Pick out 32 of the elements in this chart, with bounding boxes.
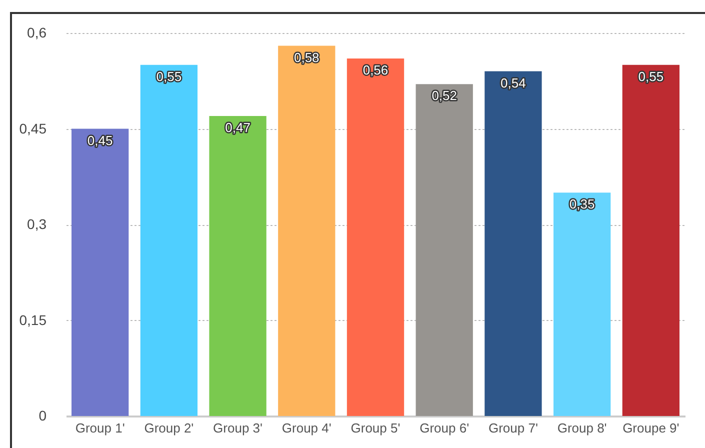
data-label: 0,45 (87, 132, 113, 148)
x-tick-label: Group 6' (420, 420, 470, 436)
bar (346, 58, 404, 416)
x-tick-label: Group 5' (350, 420, 400, 436)
bar (72, 128, 129, 416)
data-label: 0,58 (294, 50, 320, 65)
bar (278, 46, 336, 416)
data-label: 0,35 (569, 196, 595, 212)
bar (622, 64, 680, 416)
y-tick-label: 0,15 (19, 312, 47, 328)
bar (416, 84, 473, 416)
data-label: 0,47 (225, 120, 250, 135)
x-tick-label: Group 1' (75, 420, 125, 436)
data-label: 0,56 (362, 62, 388, 78)
x-tick-label: Groupe 9' (622, 420, 680, 436)
x-tick-label: Group 2' (144, 420, 194, 436)
x-tick-label: Group 7' (488, 420, 538, 436)
bar (140, 64, 198, 416)
bar (209, 116, 266, 416)
y-tick-label: 0 (38, 408, 47, 424)
x-tick-label: Group 8' (557, 420, 607, 436)
data-label: 0,54 (500, 75, 526, 90)
bar (484, 71, 542, 416)
bar (553, 192, 611, 416)
x-tick-label: Group 3' (213, 420, 263, 436)
data-label: 0,55 (638, 68, 664, 84)
y-tick-label: 0,6 (27, 24, 47, 40)
data-label: 0,55 (156, 68, 182, 84)
y-tick-label: 0,3 (27, 216, 47, 232)
x-tick-label: Group 4' (282, 420, 332, 436)
data-label: 0,52 (432, 88, 458, 104)
y-tick-label: 0,45 (19, 120, 47, 136)
